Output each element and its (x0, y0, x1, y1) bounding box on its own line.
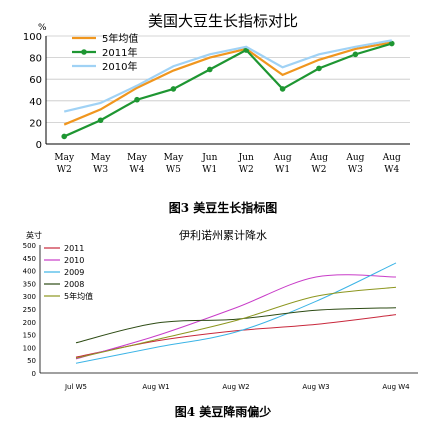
data-point (61, 133, 67, 140)
x-tick-label: May W2 (54, 153, 75, 175)
series-line-2010 (75, 274, 397, 360)
x-tick-label: Jun W2 (238, 153, 254, 175)
y-tick-label: 80 (29, 54, 42, 65)
x-tick-label: May W4 (127, 153, 148, 175)
legend-label: 5年均值 (64, 291, 93, 301)
x-tick-label: Aug W4 (382, 153, 401, 175)
chart-title: 美国大豆生长指标对比 (148, 12, 298, 30)
legend-label: 5年均值 (102, 32, 138, 45)
legend-label: 2008 (64, 280, 84, 289)
legend-label: 2011年 (102, 46, 137, 59)
x-tick-label: May W3 (91, 153, 112, 175)
figure-4-caption: 图4 美豆降雨偏少 (174, 405, 272, 419)
data-point (279, 86, 286, 92)
y-tick-label: 350 (23, 280, 36, 288)
series-line-2008 (75, 307, 397, 344)
data-point (97, 117, 104, 124)
x-tick-label: Aug W2 (222, 383, 249, 391)
growth-index-chart: 美国大豆生长指标对比% 0 20 40 60 80 100 May W2 May W3 May W4 Ma… (23, 12, 410, 175)
y-tick-label: 450 (23, 255, 36, 263)
figure-3-caption: 图3 美豆生长指标图 (168, 201, 278, 215)
y-axis-unit: 英寸 (26, 230, 42, 240)
legend-label: 2010年 (102, 60, 137, 73)
y-tick-label: 150 (23, 332, 36, 340)
y-tick-label: 200 (23, 319, 36, 327)
data-point (207, 66, 213, 73)
y-tick-label: 100 (23, 344, 36, 352)
series-line-5e5b9b4e59d87e580bc (63, 41, 392, 126)
chart-title: 伊利诺州累计降水 (179, 228, 267, 242)
legend-marker (81, 49, 87, 55)
y-axis-unit: % (38, 23, 47, 33)
y-tick-label: 400 (23, 268, 36, 276)
x-tick-label: Aug W2 (309, 153, 328, 175)
y-tick-label: 100 (23, 32, 42, 43)
series-line-5e5b9b4e59d87e580bc (75, 286, 397, 359)
y-tick-label: 50 (27, 357, 36, 365)
legend-label: 2009 (64, 268, 84, 277)
x-tick-label: Jun W1 (201, 153, 217, 175)
y-tick-label: 250 (23, 306, 36, 314)
x-tick-label: Aug W1 (142, 383, 169, 391)
x-tick-label: May W5 (164, 153, 185, 175)
data-point (389, 40, 395, 47)
data-point (352, 51, 359, 58)
y-tick-label: 60 (29, 75, 42, 86)
y-tick-label: 500 (23, 242, 36, 250)
legend-label: 2010 (64, 256, 84, 265)
x-tick-label: Aug W1 (273, 153, 292, 175)
data-point (316, 65, 322, 72)
series-line-2009 (75, 262, 397, 364)
y-tick-label: 40 (29, 97, 42, 108)
y-tick-label: 300 (23, 293, 36, 301)
x-tick-label: Aug W3 (345, 153, 364, 175)
data-point (134, 96, 140, 103)
y-tick-label: 20 (29, 118, 42, 129)
rainfall-chart: 伊利诺州累计降水 英寸 0 50 100 150 200 250 300 350 400 450 500… (23, 228, 418, 391)
series-line-2011e5b9b4 (63, 42, 393, 138)
y-tick-label: 0 (32, 370, 36, 378)
x-tick-label: Aug W4 (382, 383, 410, 391)
legend-label: 2011 (64, 244, 84, 253)
series-line-2010e5b9b4 (63, 39, 392, 113)
data-point (170, 86, 177, 92)
x-tick-label: Jul W5 (64, 383, 87, 391)
y-tick-label: 0 (36, 140, 42, 151)
x-tick-label: Aug W3 (302, 383, 329, 391)
